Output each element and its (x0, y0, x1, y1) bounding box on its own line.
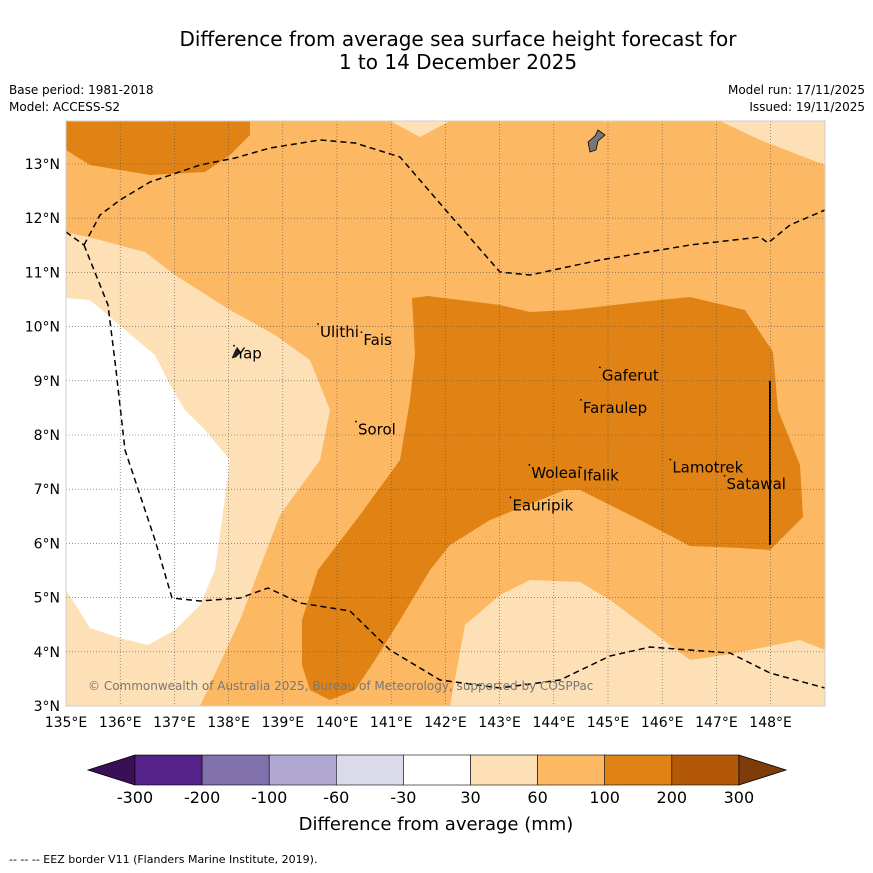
lat-tick-label: 3°N (34, 699, 60, 715)
colorbar-tick-label: -30 (390, 788, 416, 807)
place-marker (580, 399, 582, 401)
place-marker (233, 344, 235, 347)
lon-tick-label: 141°E (370, 715, 413, 731)
colorbar-tick-label: -200 (184, 788, 220, 807)
lon-tick-label: 143°E (478, 715, 521, 731)
colorbar: -300 -200 -100 -60 -30 30 60 100 200 300 (86, 754, 788, 807)
lon-tick-labels: 135°E 136°E 137°E 138°E 139°E 140°E 141°E 142°E… (45, 715, 792, 731)
lon-tick-label: 137°E (153, 715, 196, 731)
place-label-sorol: Sorol (358, 421, 396, 439)
lon-tick-label: 136°E (99, 715, 142, 731)
lat-tick-label: 11°N (25, 265, 60, 281)
place-label-lamotrek: Lamotrek (672, 459, 743, 477)
place-label-woleai: Woleai (531, 464, 581, 482)
contour-100-200-topleft (66, 121, 250, 175)
map-frame (65, 120, 826, 707)
place-label-eauripik: Eauripik (512, 496, 573, 514)
place-label-faraulep: Faraulep (583, 399, 647, 417)
place-marker (355, 420, 357, 423)
lon-tick-label: 138°E (207, 715, 250, 731)
title-line-1: Difference from average sea surface heig… (179, 27, 737, 51)
issued-date: Issued: 19/11/2025 (749, 100, 865, 114)
lon-tick-label: 142°E (424, 715, 467, 731)
colorbar-segment (268, 754, 337, 786)
map-area: © Commonwealth of Australia 2025, Bureau… (66, 121, 825, 706)
base-period: Base period: 1981-2018 (9, 83, 154, 97)
contour-neutral (66, 298, 230, 645)
place-marker (598, 366, 601, 369)
colorbar-tick-label: 300 (724, 788, 755, 807)
lat-tick-label: 9°N (34, 374, 60, 390)
place-marker (528, 464, 531, 466)
lon-tick-label: 145°E (587, 715, 630, 731)
gridlines (66, 121, 825, 706)
colorbar-segment (335, 754, 404, 786)
colorbar-segment (403, 754, 471, 786)
place-marker (580, 466, 582, 469)
colorbar-tick-label: 30 (460, 788, 480, 807)
lat-tick-label: 4°N (34, 645, 60, 661)
colorbar-segment (470, 754, 538, 786)
colorbar-segment (604, 754, 673, 786)
lon-tick-label: 144°E (533, 715, 576, 731)
lon-tick-label: 135°E (45, 715, 88, 731)
place-label-satawal: Satawal (727, 475, 786, 493)
lon-tick-label: 139°E (262, 715, 305, 731)
copyright-text: © Commonwealth of Australia 2025, Bureau… (88, 679, 593, 693)
colorbar-segment (134, 754, 203, 786)
lat-tick-label: 10°N (25, 320, 60, 336)
place-marker (669, 458, 672, 461)
colorbar-tick-label: -60 (323, 788, 349, 807)
lat-tick-label: 5°N (34, 591, 60, 607)
colorbar-tick-label: 200 (657, 788, 688, 807)
place-marker (509, 496, 512, 499)
lon-tick-label: 147°E (695, 715, 738, 731)
lat-tick-label: 13°N (25, 157, 60, 173)
place-label-fais: Fais (363, 331, 392, 349)
contour-30-60-top (390, 121, 450, 137)
place-label-gaferut: Gaferut (602, 366, 659, 384)
model-run: Model run: 17/11/2025 (727, 83, 865, 97)
chart-title: Difference from average sea surface heig… (100, 28, 816, 74)
colorbar-extend-max (738, 754, 788, 786)
place-marker (360, 331, 363, 334)
footnote: -- -- -- EEZ border V11 (Flanders Marine… (9, 853, 318, 866)
lat-tick-label: 12°N (25, 211, 60, 227)
colorbar-segment (671, 754, 740, 786)
model-name: Model: ACCESS-S2 (9, 100, 121, 114)
colorbar-segment (537, 754, 605, 786)
colorbar-label: Difference from average (mm) (299, 814, 574, 835)
guam-island (587, 129, 606, 153)
lat-tick-label: 8°N (34, 428, 60, 444)
place-label-yap: Yap (235, 345, 262, 363)
lat-tick-label: 6°N (34, 536, 60, 552)
lon-tick-label: 146°E (641, 715, 684, 731)
place-marker (723, 474, 726, 477)
yap-island (231, 348, 242, 359)
meta-right: Model run: 17/11/2025 Issued: 19/11/2025 (728, 82, 865, 116)
colorbar-tick-label: -100 (251, 788, 287, 807)
place-label-ifalik: Ifalik (583, 467, 619, 485)
place-labels: Yap Ulithi Fais Sorol Gaferut Faraulep Woleai I… (233, 323, 786, 514)
colorbar-extend-min (86, 754, 136, 786)
place-marker (317, 323, 319, 325)
contour-100-200-center (302, 296, 803, 700)
meta-left: Base period: 1981-2018 Model: ACCESS-S2 (9, 82, 154, 116)
contour-30-60-topright (720, 121, 825, 165)
place-label-ulithi: Ulithi (320, 323, 359, 341)
title-line-2: 1 to 14 December 2025 (338, 50, 578, 74)
lon-tick-label: 148°E (749, 715, 792, 731)
contour-30-60-south (450, 580, 825, 706)
colorbar-segment (201, 754, 270, 786)
lon-tick-label: 140°E (316, 715, 359, 731)
colorbar-tick-label: 100 (589, 788, 620, 807)
colorbar-tick-label: -300 (117, 788, 153, 807)
lat-tick-labels: 3°N 4°N 5°N 6°N 7°N 8°N 9°N 10°N 11°N 12°N 13°N (25, 157, 60, 715)
eez-border (66, 139, 825, 689)
colorbar-tick-label: 60 (527, 788, 547, 807)
lat-tick-label: 7°N (34, 482, 60, 498)
